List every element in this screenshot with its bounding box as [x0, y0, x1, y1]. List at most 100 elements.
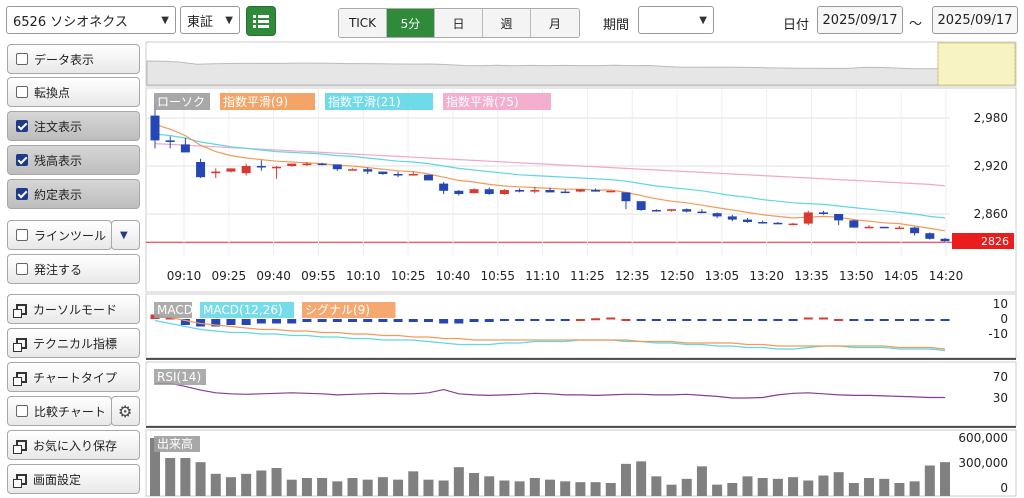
order-display-toggle[interactable]: 注文表示 — [7, 111, 140, 141]
candle-body — [211, 171, 221, 174]
candle-body — [165, 140, 175, 142]
tab-period-0[interactable]: TICK — [339, 9, 387, 37]
tab-period-4[interactable]: 月 — [531, 9, 579, 37]
candle — [606, 190, 616, 193]
volume-bar — [894, 483, 905, 496]
period-select[interactable]: ▼ — [638, 6, 714, 34]
candle-body — [894, 227, 904, 230]
candle-body — [499, 190, 509, 194]
candle-body — [348, 169, 357, 171]
screen-settings-button[interactable]: 画面設定 — [7, 464, 140, 494]
candle-body — [727, 216, 737, 220]
chart-area[interactable]: 2,980 2,920 2,860 09:10 09:25 09:40 09:55 10:1… — [144, 40, 1022, 498]
cursor-mode-button[interactable]: カーソルモード — [7, 294, 140, 324]
macd-histogram-bar — [241, 319, 251, 325]
macd-histogram-bar — [211, 319, 221, 327]
candle — [499, 189, 509, 195]
macd-histogram-bar — [940, 319, 950, 321]
y-tick-label: 2,920 — [974, 159, 1008, 173]
volume-bar — [940, 462, 950, 496]
macd-histogram-bar — [818, 317, 828, 320]
volume-bar — [286, 479, 297, 496]
macd-histogram-bar — [165, 317, 175, 320]
candle — [788, 222, 798, 226]
line-tool-toggle[interactable]: ラインツール — [7, 220, 112, 250]
legend-label: ローソク — [157, 95, 205, 109]
volume-bar — [453, 467, 464, 496]
y-tick-label: 0 — [1000, 481, 1008, 495]
stock-select[interactable]: 6526 ソシオネクス ▼ — [6, 6, 176, 34]
macd-histogram-bar — [712, 319, 722, 321]
candle-body — [849, 220, 859, 228]
line-tool-dropdown[interactable]: ▼ — [111, 220, 140, 250]
data-display-toggle[interactable]: データ表示 — [7, 44, 140, 74]
macd-histogram-bar — [332, 319, 342, 322]
candle-body — [363, 169, 373, 172]
x-tick-label: 13:20 — [749, 269, 784, 283]
macd-histogram-bar — [925, 319, 935, 321]
navigator-line — [146, 60, 1016, 86]
candle-body — [621, 192, 631, 202]
tab-period-2[interactable]: 日 — [435, 9, 483, 37]
macd-histogram-bar — [226, 319, 236, 325]
x-tick-label: 11:10 — [525, 269, 560, 283]
volume-bar — [879, 478, 890, 496]
candle — [256, 160, 266, 171]
rsi-panel[interactable] — [145, 361, 1017, 427]
position-display-toggle[interactable]: 残高表示 — [7, 145, 140, 175]
legend-swatch — [154, 369, 206, 385]
candle — [150, 103, 160, 149]
legend-swatch — [325, 93, 433, 110]
data-display-label: データ表示 — [34, 52, 95, 67]
date-label: 日付 — [783, 18, 810, 33]
volume-bar — [696, 466, 707, 496]
candle-body — [879, 226, 889, 229]
y-tick-label: 0 — [1000, 312, 1008, 326]
macd-histogram-bar — [423, 319, 433, 322]
compare-chart-label: 比較チャート — [34, 404, 106, 419]
date-separator: 〜 — [909, 17, 923, 32]
candle-body — [818, 212, 828, 214]
checkbox-checked-icon — [16, 188, 28, 200]
technical-button[interactable]: テクニカル指標 — [7, 328, 140, 358]
place-order-toggle[interactable]: 発注する — [7, 254, 140, 284]
position-display-label: 残高表示 — [34, 153, 83, 168]
signal-line — [154, 315, 946, 350]
candle-body — [515, 190, 525, 192]
candle — [439, 182, 449, 194]
chart-type-button[interactable]: チャートタイプ — [7, 362, 140, 392]
save-favorite-button[interactable]: お気に入り保存 — [7, 430, 140, 460]
x-tick-label: 14:05 — [884, 269, 919, 283]
checkbox-checked-icon — [16, 154, 28, 166]
macd-histogram-bar — [621, 319, 631, 321]
candle — [621, 192, 631, 210]
chart-type-label: チャートタイプ — [33, 370, 117, 385]
legend-swatch — [154, 302, 192, 318]
x-tick-label: 10:40 — [436, 269, 471, 283]
candle-body — [743, 219, 752, 222]
candle — [803, 210, 813, 226]
candle-body — [697, 211, 707, 214]
list-view-button[interactable] — [246, 6, 276, 36]
candle — [530, 186, 540, 194]
candle-body — [636, 201, 646, 210]
tab-period-3[interactable]: 週 — [483, 9, 531, 37]
execution-display-toggle[interactable]: 約定表示 — [7, 179, 140, 209]
volume-bar — [727, 483, 738, 496]
navigator-handle[interactable] — [937, 42, 1016, 86]
macd-histogram-bar — [667, 319, 677, 321]
turning-point-toggle[interactable]: 転換点 — [7, 77, 140, 107]
date-to-input[interactable]: 2025/09/17 — [932, 6, 1018, 34]
candle-body — [241, 166, 251, 174]
candle — [697, 209, 707, 214]
compare-chart-toggle[interactable]: 比較チャート — [7, 396, 112, 426]
tab-period-1[interactable]: 5分 — [387, 9, 435, 37]
volume-bar — [408, 471, 419, 496]
market-select[interactable]: 東証 ▼ — [180, 6, 240, 34]
compare-settings-button[interactable]: ⚙ — [111, 396, 140, 426]
window-icon — [13, 371, 27, 386]
macd-histogram-bar — [560, 319, 570, 321]
chevron-down-icon: ▼ — [699, 15, 707, 26]
date-from-input[interactable]: 2025/09/17 — [817, 6, 903, 34]
market-select-value: 東証 — [187, 14, 214, 30]
